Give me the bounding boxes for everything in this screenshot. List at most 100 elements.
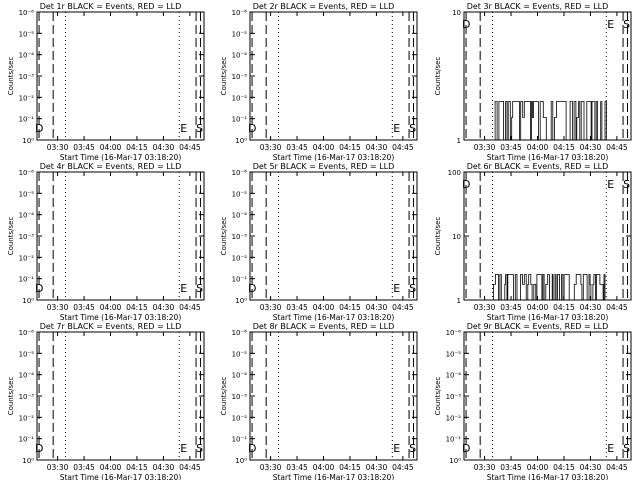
x-tick-label: 04:15 [126, 303, 148, 312]
x-tick-label: 04:00 [313, 463, 335, 472]
x-axis-label: Start Time (16-Mar-17 03:18:20) [487, 313, 609, 322]
x-tick-label: 04:15 [553, 303, 575, 312]
x-tick-label: 03:30 [260, 303, 282, 312]
time-marker-d: D [35, 122, 43, 135]
x-tick-label: 04:30 [366, 143, 388, 152]
y-tick-label: 10⁻⁴ [19, 212, 35, 220]
y-tick-label: 10⁻⁶ [19, 9, 35, 17]
time-marker-e: E [607, 442, 614, 455]
y-axis-label: Counts/sec [434, 377, 442, 416]
x-axis-label: Start Time (16-Mar-17 03:18:20) [60, 153, 182, 162]
panel-det-2: Det 2r BLACK = Events, RED = LLD Start Ti… [220, 2, 418, 162]
time-marker-e: E [180, 442, 187, 455]
time-marker-d: D [35, 442, 43, 455]
y-tick-label: 10⁻⁴ [232, 212, 248, 220]
x-tick-label: 04:00 [313, 303, 335, 312]
x-tick-label: 04:45 [392, 303, 414, 312]
x-tick-label: 03:30 [47, 303, 69, 312]
x-tick-label: 03:30 [474, 303, 496, 312]
time-marker-s: S [409, 442, 416, 455]
x-tick-label: 03:45 [500, 463, 522, 472]
time-marker-d: D [35, 282, 43, 295]
x-tick-label: 04:00 [100, 143, 122, 152]
y-tick-label: 10⁻⁶ [232, 169, 248, 177]
y-tick-label: 10⁻² [232, 414, 248, 422]
y-tick-label: 10⁻⁴ [446, 372, 462, 380]
panel-title: Det 1r BLACK = Events, RED = LLD [40, 2, 182, 11]
panel-title: Det 5r BLACK = Events, RED = LLD [253, 162, 395, 171]
time-marker-e: E [393, 442, 400, 455]
x-tick-label: 04:15 [339, 143, 361, 152]
time-marker-s: S [196, 282, 203, 295]
x-tick-label: 04:45 [179, 143, 201, 152]
y-tick-label: 10⁻² [19, 254, 35, 262]
x-tick-label: 04:00 [527, 463, 549, 472]
x-tick-label: 03:45 [500, 143, 522, 152]
x-tick-label: 04:00 [313, 143, 335, 152]
y-axis-label: Counts/sec [220, 377, 228, 416]
x-tick-label: 04:30 [580, 143, 602, 152]
x-tick-label: 04:30 [580, 303, 602, 312]
y-tick-label: 1 [457, 137, 461, 145]
x-tick-label: 04:45 [606, 463, 628, 472]
time-marker-e: E [607, 178, 614, 191]
time-marker-s: S [623, 442, 630, 455]
y-axis-label: Counts/sec [434, 57, 442, 96]
y-tick-label: 10⁻¹ [232, 436, 248, 444]
x-tick-label: 03:45 [286, 303, 308, 312]
y-tick-label: 10⁻⁴ [232, 52, 248, 60]
y-tick-label: 1 [457, 297, 461, 305]
x-tick-label: 03:45 [286, 143, 308, 152]
y-tick-label: 10⁻¹ [19, 276, 35, 284]
y-tick-label: 10⁻⁶ [446, 329, 462, 337]
x-tick-label: 04:30 [153, 143, 175, 152]
x-tick-label: 04:30 [580, 463, 602, 472]
x-tick-label: 03:30 [47, 143, 69, 152]
panel-det-4: Det 4r BLACK = Events, RED = LLD Start Ti… [7, 162, 205, 322]
y-tick-label: 10⁻⁴ [19, 52, 35, 60]
y-tick-label: 10⁻² [19, 414, 35, 422]
x-tick-label: 03:45 [73, 303, 95, 312]
x-tick-label: 04:30 [366, 463, 388, 472]
x-tick-label: 03:30 [260, 143, 282, 152]
x-tick-label: 03:30 [47, 463, 69, 472]
time-marker-s: S [409, 122, 416, 135]
y-tick-label: 10⁻⁴ [232, 372, 248, 380]
y-tick-label: 10⁻⁴ [19, 372, 35, 380]
panel-det-9: Det 9r BLACK = Events, RED = LLD Start Ti… [434, 322, 632, 480]
y-tick-label: 10⁻³ [232, 393, 248, 401]
y-tick-label: 10⁻² [232, 254, 248, 262]
y-axis-label: Counts/sec [7, 377, 15, 416]
time-marker-e: E [393, 282, 400, 295]
y-tick-label: 10⁻⁶ [19, 169, 35, 177]
time-marker-s: S [196, 122, 203, 135]
y-tick-label: 10⁻³ [19, 233, 35, 241]
y-tick-label: 10⁻² [232, 94, 248, 102]
x-axis-label: Start Time (16-Mar-17 03:18:20) [60, 313, 182, 322]
time-marker-e: E [607, 18, 614, 31]
y-tick-label: 10⁻³ [232, 233, 248, 241]
panel-det-3: Det 3r BLACK = Events, RED = LLD Start Ti… [434, 2, 632, 162]
x-tick-label: 04:00 [100, 303, 122, 312]
x-tick-label: 03:30 [474, 143, 496, 152]
x-axis-label: Start Time (16-Mar-17 03:18:20) [60, 473, 182, 480]
panel-det-7: Det 7r BLACK = Events, RED = LLD Start Ti… [7, 322, 205, 480]
y-tick-label: 10⁰ [22, 297, 34, 305]
y-tick-label: 10⁻⁶ [19, 329, 35, 337]
y-tick-label: 10⁻³ [19, 393, 35, 401]
y-tick-label: 100 [448, 169, 461, 177]
y-tick-label: 10⁻² [446, 414, 462, 422]
x-tick-label: 04:45 [392, 463, 414, 472]
x-axis-label: Start Time (16-Mar-17 03:18:20) [273, 473, 395, 480]
y-axis-label: Counts/sec [7, 57, 15, 96]
y-tick-label: 10⁰ [235, 137, 247, 145]
x-tick-label: 03:45 [73, 143, 95, 152]
time-marker-d: D [248, 282, 256, 295]
y-axis-label: Counts/sec [7, 217, 15, 256]
panel-title: Det 8r BLACK = Events, RED = LLD [253, 322, 395, 331]
x-tick-label: 04:45 [606, 303, 628, 312]
x-tick-label: 03:30 [260, 463, 282, 472]
x-axis-label: Start Time (16-Mar-17 03:18:20) [273, 313, 395, 322]
y-tick-label: 10⁻³ [446, 393, 462, 401]
y-tick-label: 10⁻⁵ [19, 30, 35, 38]
